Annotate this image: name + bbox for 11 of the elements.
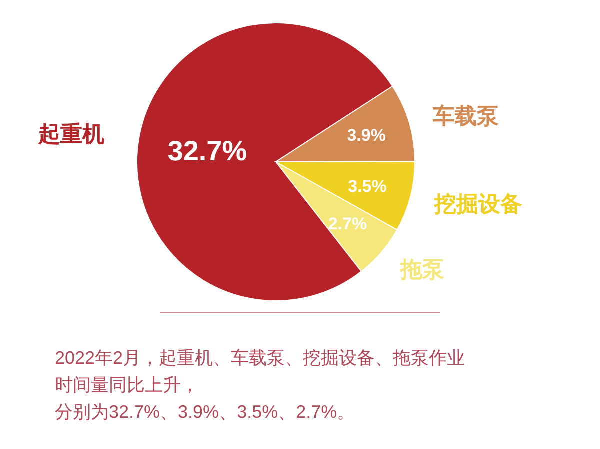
slice-label: 拖泵 [399, 256, 446, 282]
data-label: 3.5% [348, 176, 387, 196]
text: 时间量同比上升， [55, 375, 199, 395]
data-label: 3.9% [347, 126, 386, 146]
data-label: 32.7% [168, 136, 248, 166]
slice-label: 车载泵 [432, 103, 500, 128]
data-label: 2.7% [328, 214, 368, 234]
slice-label: 挖掘设备 [434, 191, 523, 216]
slice-label: 起重机 [38, 121, 105, 146]
text: 分别为32.7%、3.9%、3.5%、2.7%。 [55, 402, 356, 422]
text: 2022年2月，起重机、车载泵、挖掘设备、拖泵作业 [55, 348, 466, 368]
